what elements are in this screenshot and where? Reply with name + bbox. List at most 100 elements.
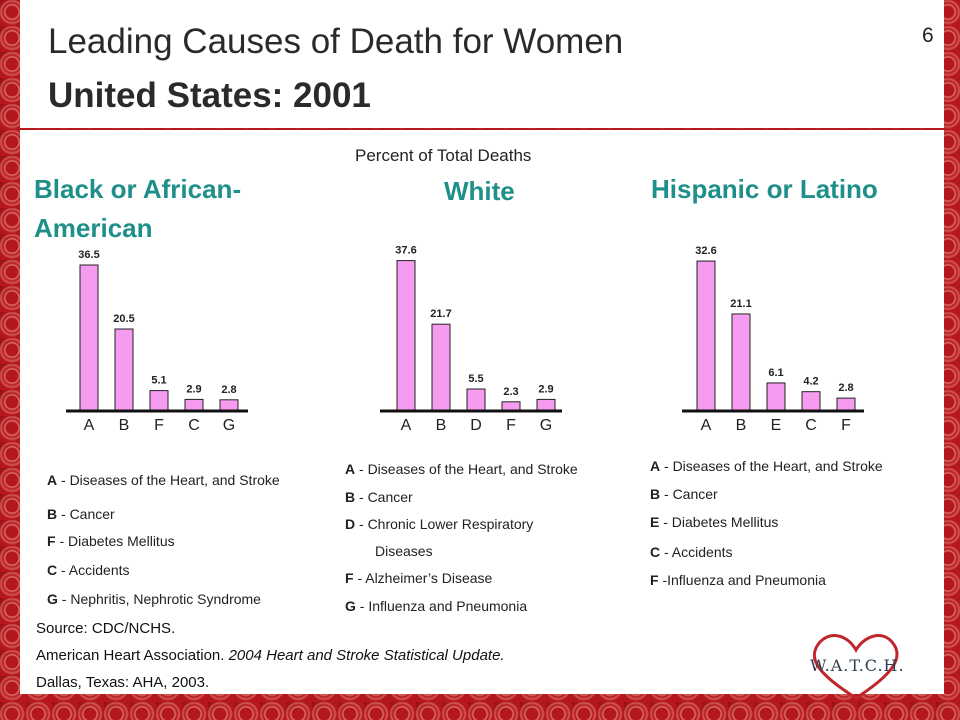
legend-item-hispanic: C - Accidents <box>650 544 733 560</box>
bar-white-B <box>431 323 451 412</box>
legend-item-black: B - Cancer <box>47 506 115 522</box>
legend-item-white: F - Alzheimer’s Disease <box>345 570 492 586</box>
bar-hispanic-B <box>731 313 751 412</box>
bar-black-B <box>114 328 134 412</box>
category-label-white-A: A <box>401 417 412 434</box>
source-citation-title: 2004 Heart and Stroke Statistical Update… <box>228 647 505 664</box>
legend-code: B <box>345 489 356 505</box>
legend-code: F <box>47 533 56 549</box>
bar-black-F <box>149 390 169 412</box>
data-label-white-G: 2.9 <box>538 383 553 395</box>
legend-code: F <box>345 570 354 586</box>
data-label-black-F: 5.1 <box>151 375 166 387</box>
bar-black-G <box>219 399 239 412</box>
legend-text: - Diseases of the Heart, and Stroke <box>355 461 578 477</box>
legend-text: - Cancer <box>57 506 115 522</box>
legend-code: E <box>650 514 660 530</box>
legend-code: A <box>345 461 356 477</box>
source-citation-prefix: American Heart Association. <box>36 647 229 664</box>
legend-item-black: C - Accidents <box>47 562 130 578</box>
data-label-white-F: 2.3 <box>503 386 518 398</box>
legend-text: - Accidents <box>660 544 733 560</box>
chart-hispanic: 32.6 A 21.1 B 6.1 E 4.2 C 2.8 F <box>682 245 864 434</box>
legend-code: G <box>345 598 356 614</box>
legend-code: B <box>650 486 661 502</box>
title-panel <box>20 0 944 128</box>
legend-item-black: F - Diabetes Mellitus <box>47 533 175 549</box>
legend-text: - Diseases of the Heart, and Stroke <box>57 472 280 488</box>
data-label-white-A: 37.6 <box>395 245 416 257</box>
legend-code: A <box>47 472 58 488</box>
data-label-white-D: 5.5 <box>468 373 483 385</box>
category-label-black-F: F <box>154 417 164 434</box>
chart-title-black: Black or African-American <box>34 174 242 243</box>
legend-item-white: B - Cancer <box>345 489 413 505</box>
source-line-3: Dallas, Texas: AHA, 2003. <box>36 674 210 691</box>
bar-hispanic-A <box>696 260 716 412</box>
data-label-black-C: 2.9 <box>186 383 201 395</box>
legend-code: C <box>650 544 661 560</box>
category-label-hispanic-A: A <box>701 417 712 434</box>
legend-item-hispanic: B - Cancer <box>650 486 718 502</box>
category-label-black-C: C <box>188 417 200 434</box>
bar-white-A <box>396 260 416 412</box>
data-label-black-B: 20.5 <box>113 313 134 325</box>
category-label-black-G: G <box>223 417 235 434</box>
data-label-black-G: 2.8 <box>221 384 236 396</box>
legend-text: - Nephritis, Nephrotic Syndrome <box>57 591 261 607</box>
data-label-hispanic-B: 21.1 <box>730 298 751 310</box>
legend-text: - Cancer <box>660 486 718 502</box>
slide-title-bold: United States: 2001 <box>48 76 371 115</box>
legend-text: - Accidents <box>57 562 130 578</box>
category-label-white-D: D <box>470 417 482 434</box>
legend-item-hispanic: A - Diseases of the Heart, and Stroke <box>650 458 883 474</box>
legend-code: A <box>650 458 661 474</box>
bar-white-D <box>466 388 486 412</box>
chart-black: 36.5 A 20.5 B 5.1 F 2.9 C 2.8 G <box>66 249 248 434</box>
legend-item-black: G - Nephritis, Nephrotic Syndrome <box>47 591 261 607</box>
heart-icon <box>812 634 899 700</box>
legend-code: G <box>47 591 58 607</box>
data-label-hispanic-C: 4.2 <box>803 376 818 388</box>
legend-text: - Diseases of the Heart, and Stroke <box>660 458 883 474</box>
bar-hispanic-F <box>836 397 856 412</box>
legend-item-hispanic: E - Diabetes Mellitus <box>650 514 778 530</box>
legend-text: - Influenza and Pneumonia <box>355 598 528 614</box>
legend-text: - Cancer <box>355 489 413 505</box>
chart-title-white: White <box>444 176 515 206</box>
legend-text: - Alzheimer’s Disease <box>353 570 493 586</box>
data-label-black-A: 36.5 <box>78 249 99 261</box>
category-label-hispanic-C: C <box>805 417 817 434</box>
legend-item-white: A - Diseases of the Heart, and Stroke <box>345 461 578 477</box>
data-label-hispanic-F: 2.8 <box>838 382 853 394</box>
chart-subtitle: Percent of Total Deaths <box>355 146 532 165</box>
legend-item-white: D - Chronic Lower Respiratory <box>345 516 533 532</box>
bar-white-G <box>536 398 556 412</box>
chart-title-hispanic: Hispanic or Latino <box>651 174 878 204</box>
slide-title: Leading Causes of Death for Women <box>48 22 624 61</box>
category-label-white-F: F <box>506 417 516 434</box>
data-label-white-B: 21.7 <box>430 308 451 320</box>
category-label-hispanic-E: E <box>771 417 782 434</box>
legend-item-hispanic: F -Influenza and Pneumonia <box>650 572 826 588</box>
legend-text: -Influenza and Pneumonia <box>658 572 826 588</box>
category-label-white-B: B <box>436 417 447 434</box>
bar-black-C <box>184 398 204 412</box>
legend-text: Diseases <box>375 543 433 559</box>
source-line-2: American Heart Association. 2004 Heart a… <box>36 647 505 664</box>
legend-item-white: Diseases <box>375 543 433 559</box>
category-label-black-A: A <box>84 417 95 434</box>
legend-code: D <box>345 516 356 532</box>
data-label-hispanic-E: 6.1 <box>768 367 783 379</box>
legend-item-white: G - Influenza and Pneumonia <box>345 598 527 614</box>
category-label-hispanic-B: B <box>736 417 747 434</box>
category-label-hispanic-F: F <box>841 417 851 434</box>
legend-code: F <box>650 572 659 588</box>
legend-text: - Diabetes Mellitus <box>659 514 779 530</box>
bar-hispanic-C <box>801 391 821 412</box>
source-line-1: Source: CDC/NCHS. <box>36 620 176 637</box>
watch-logo: W.A.T.C.H. <box>798 628 910 706</box>
chart-white: 37.6 A 21.7 B 5.5 D 2.3 F 2.9 G <box>380 245 562 434</box>
page-number: 6 <box>922 24 934 47</box>
